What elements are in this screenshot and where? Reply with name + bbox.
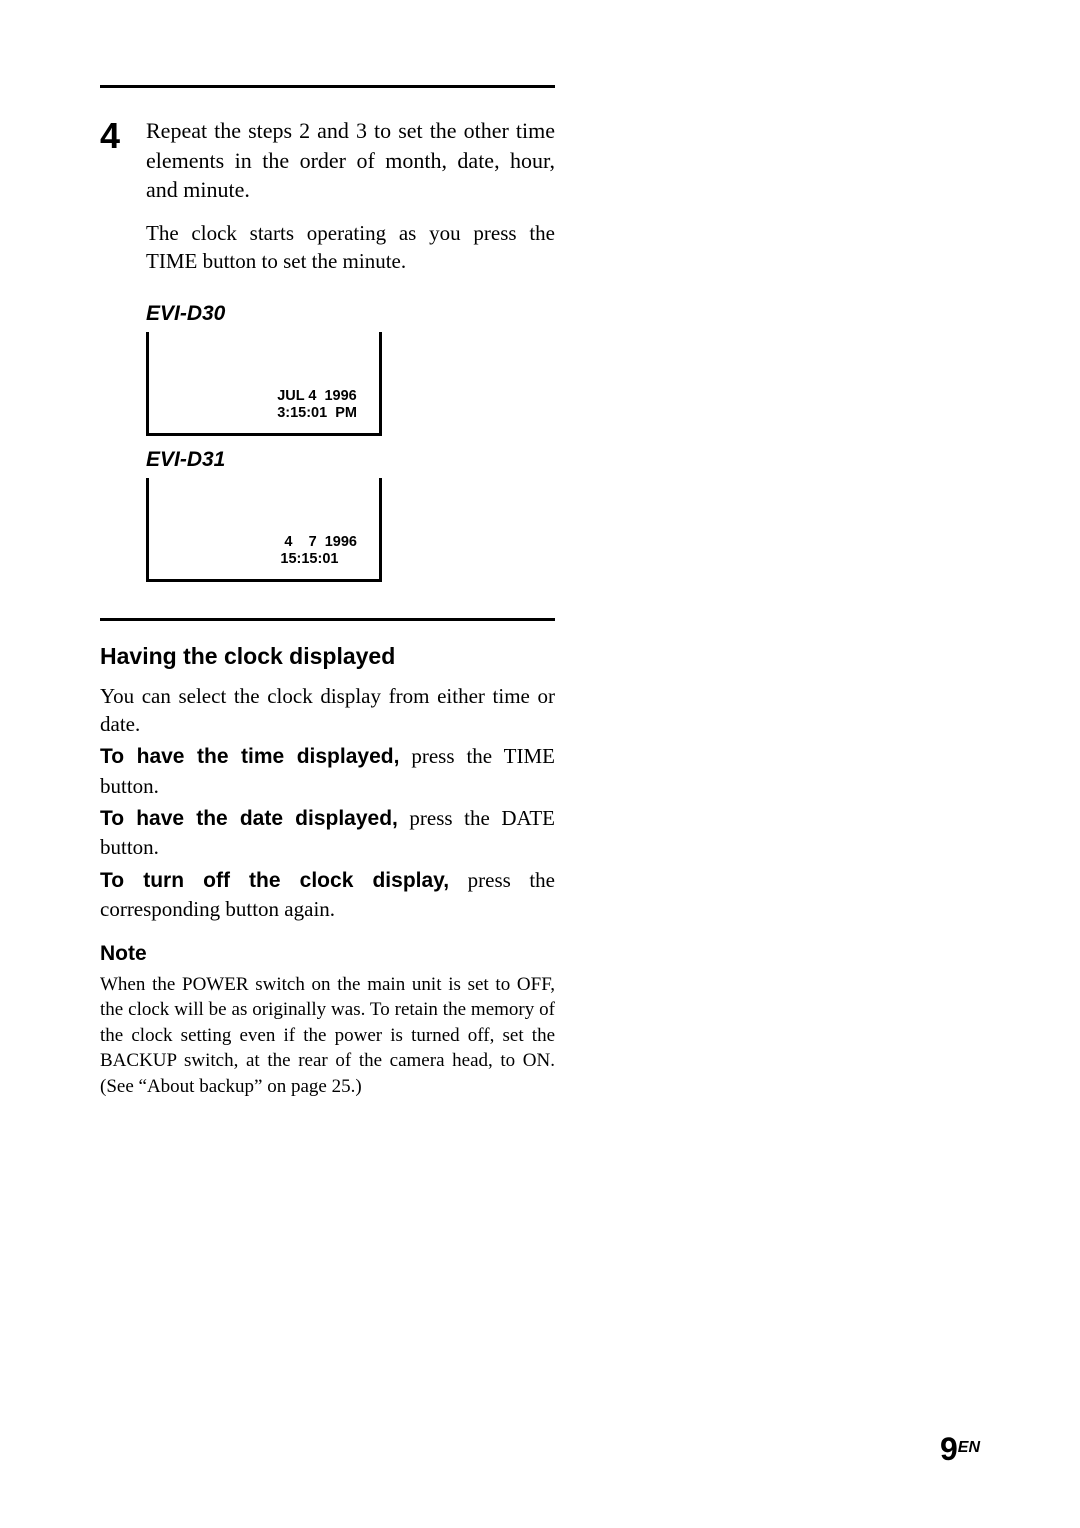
clock-section-heading: Having the clock displayed [100,643,555,670]
display-box-d31: 4 7 1996 15:15:01 [146,478,382,582]
step-4: 4 Repeat the steps 2 and 3 to set the ot… [100,116,555,290]
model-label-d31: EVI-D31 [146,448,555,472]
page-number-lang: EN [958,1439,980,1456]
clock-item-time: To have the time displayed, press the TI… [100,742,555,800]
left-column: 4 Repeat the steps 2 and 3 to set the ot… [100,85,555,1100]
display-text-d31: 4 7 1996 15:15:01 [280,534,357,569]
step-number: 4 [100,116,146,154]
mid-rule [100,618,555,621]
clock-item-date: To have the date displayed, press the DA… [100,804,555,862]
display-box-d30: JUL 4 1996 3:15:01 PM [146,332,382,436]
clock-item-off: To turn off the clock display, press the… [100,866,555,924]
note-body: When the POWER switch on the main unit i… [100,972,555,1100]
display-text-d30: JUL 4 1996 3:15:01 PM [277,388,357,423]
clock-intro: You can select the clock display from ei… [100,682,555,739]
step-body: Repeat the steps 2 and 3 to set the othe… [146,116,555,290]
clock-item-off-lead: To turn off the clock display, [100,869,449,892]
model-label-d30: EVI-D30 [146,302,555,326]
clock-item-time-lead: To have the time displayed, [100,745,399,768]
step-main-text: Repeat the steps 2 and 3 to set the othe… [146,116,555,205]
clock-item-date-lead: To have the date displayed, [100,807,398,830]
note-heading: Note [100,942,555,966]
page-number-digit: 9 [940,1431,958,1467]
manual-page: 4 Repeat the steps 2 and 3 to set the ot… [0,0,1080,1528]
step-sub-text: The clock starts operating as you press … [146,219,555,276]
page-number: 9EN [940,1431,980,1468]
top-rule [100,85,555,88]
